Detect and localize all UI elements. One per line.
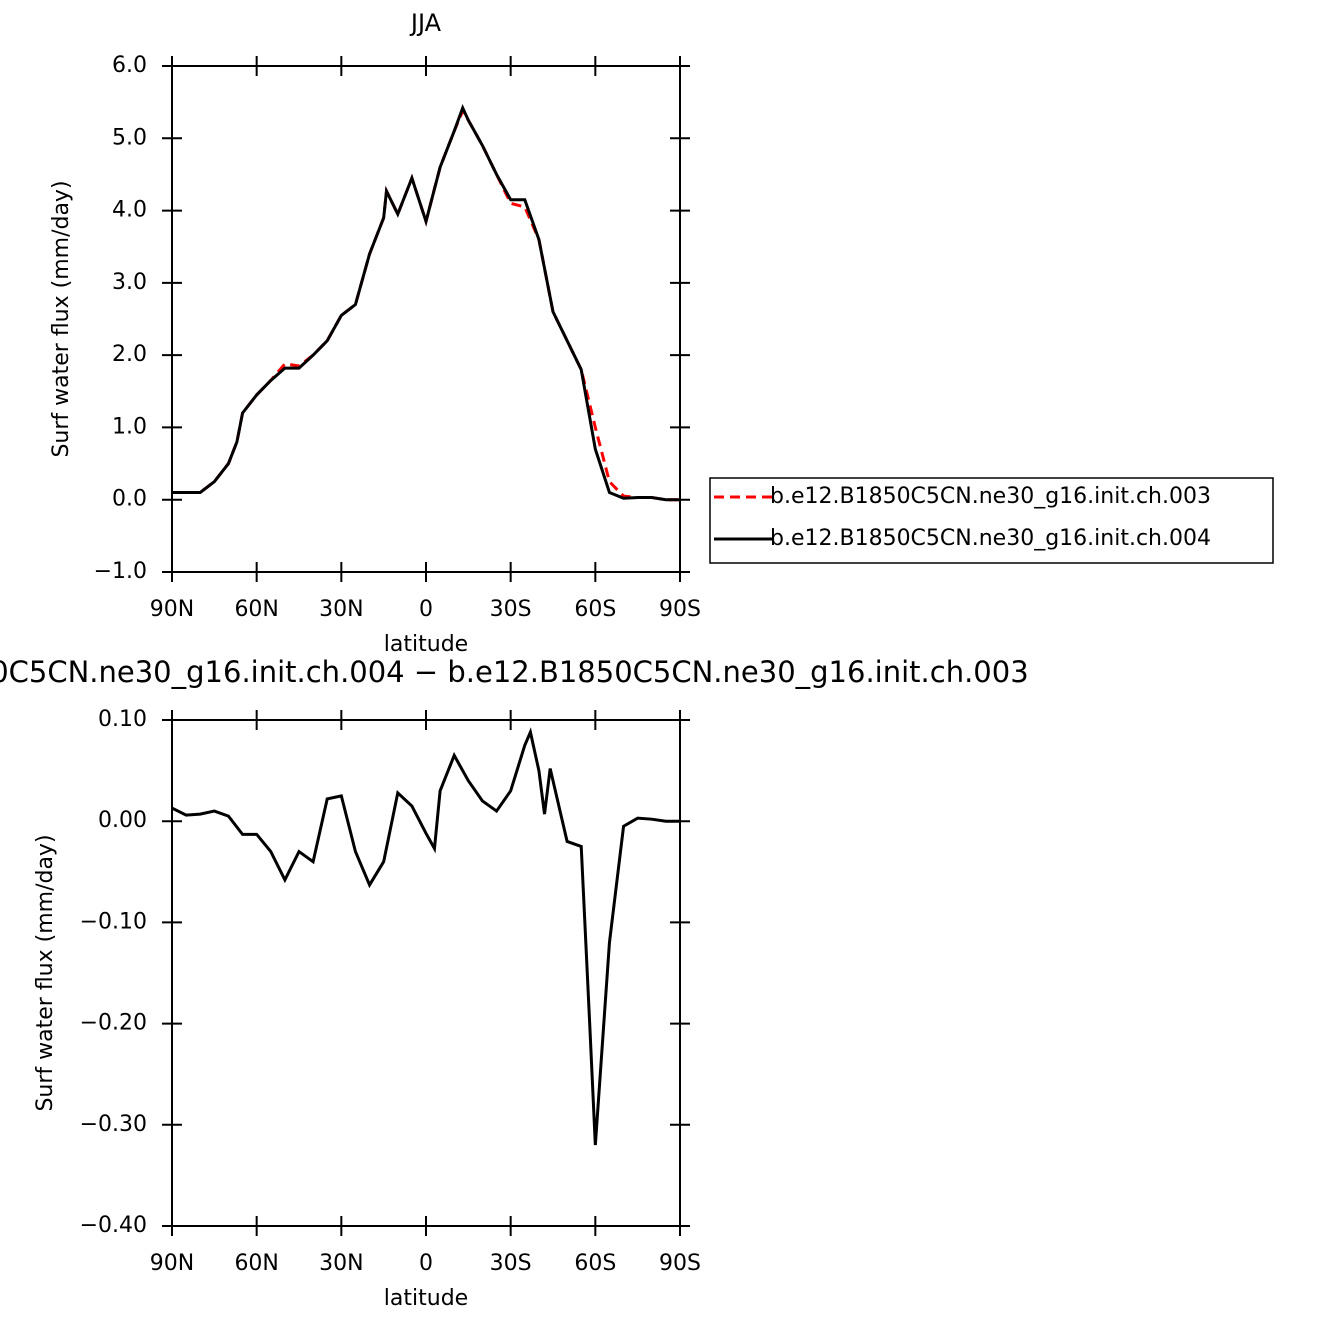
x-tick-label: 90S xyxy=(659,1251,701,1276)
x-tick-label: 60S xyxy=(574,1251,616,1276)
series-line xyxy=(172,107,680,502)
y-tick-label: −0.30 xyxy=(80,1112,147,1137)
y-axis-label: Surf water flux (mm/day) xyxy=(49,180,74,457)
x-tick-label: 90N xyxy=(150,1251,194,1276)
plot-frame xyxy=(171,719,681,1227)
y-tick-label: −1.0 xyxy=(94,559,147,584)
series-line xyxy=(171,727,680,1146)
x-tick-label: 90S xyxy=(659,597,701,622)
x-tick-label: 90N xyxy=(150,597,194,622)
y-tick-label: 1.0 xyxy=(112,414,147,439)
x-tick-label: 60N xyxy=(234,597,278,622)
y-axis-label: Surf water flux (mm/day) xyxy=(33,834,58,1111)
x-tick-label: 60S xyxy=(574,597,616,622)
y-tick-label: 0.0 xyxy=(112,487,147,512)
x-axis-label: latitude xyxy=(384,632,468,657)
x-tick-label: 30N xyxy=(319,597,363,622)
legend-label: b.e12.B1850C5CN.ne30_g16.init.ch.003 xyxy=(770,484,1211,509)
y-tick-label: −0.20 xyxy=(80,1011,147,1036)
x-tick-label: 60N xyxy=(234,1251,278,1276)
y-tick-label: 0.10 xyxy=(98,707,147,732)
x-tick-label: 0 xyxy=(419,1251,433,1276)
legend-label: b.e12.B1850C5CN.ne30_g16.init.ch.004 xyxy=(770,526,1211,551)
y-tick-label: 3.0 xyxy=(112,270,147,295)
plot-frame xyxy=(171,65,681,573)
x-tick-label: 30N xyxy=(319,1251,363,1276)
y-tick-label: −0.40 xyxy=(80,1213,147,1238)
x-tick-label: 0 xyxy=(419,597,433,622)
x-axis-label: latitude xyxy=(384,1286,468,1311)
y-tick-label: 6.0 xyxy=(112,53,147,78)
x-tick-label: 30S xyxy=(490,1251,532,1276)
y-tick-label: −0.10 xyxy=(80,909,147,934)
x-tick-label: 30S xyxy=(490,597,532,622)
chart-title: b.e12.B1850C5CN.ne30_g16.init.ch.004 − b… xyxy=(0,655,1029,689)
y-tick-label: 2.0 xyxy=(112,342,147,367)
y-tick-label: 0.00 xyxy=(98,808,147,833)
y-tick-label: 5.0 xyxy=(112,125,147,150)
series-line xyxy=(172,103,680,502)
legend-box xyxy=(709,477,1274,564)
chart-title: JJA xyxy=(409,9,442,37)
y-tick-label: 4.0 xyxy=(112,198,147,223)
